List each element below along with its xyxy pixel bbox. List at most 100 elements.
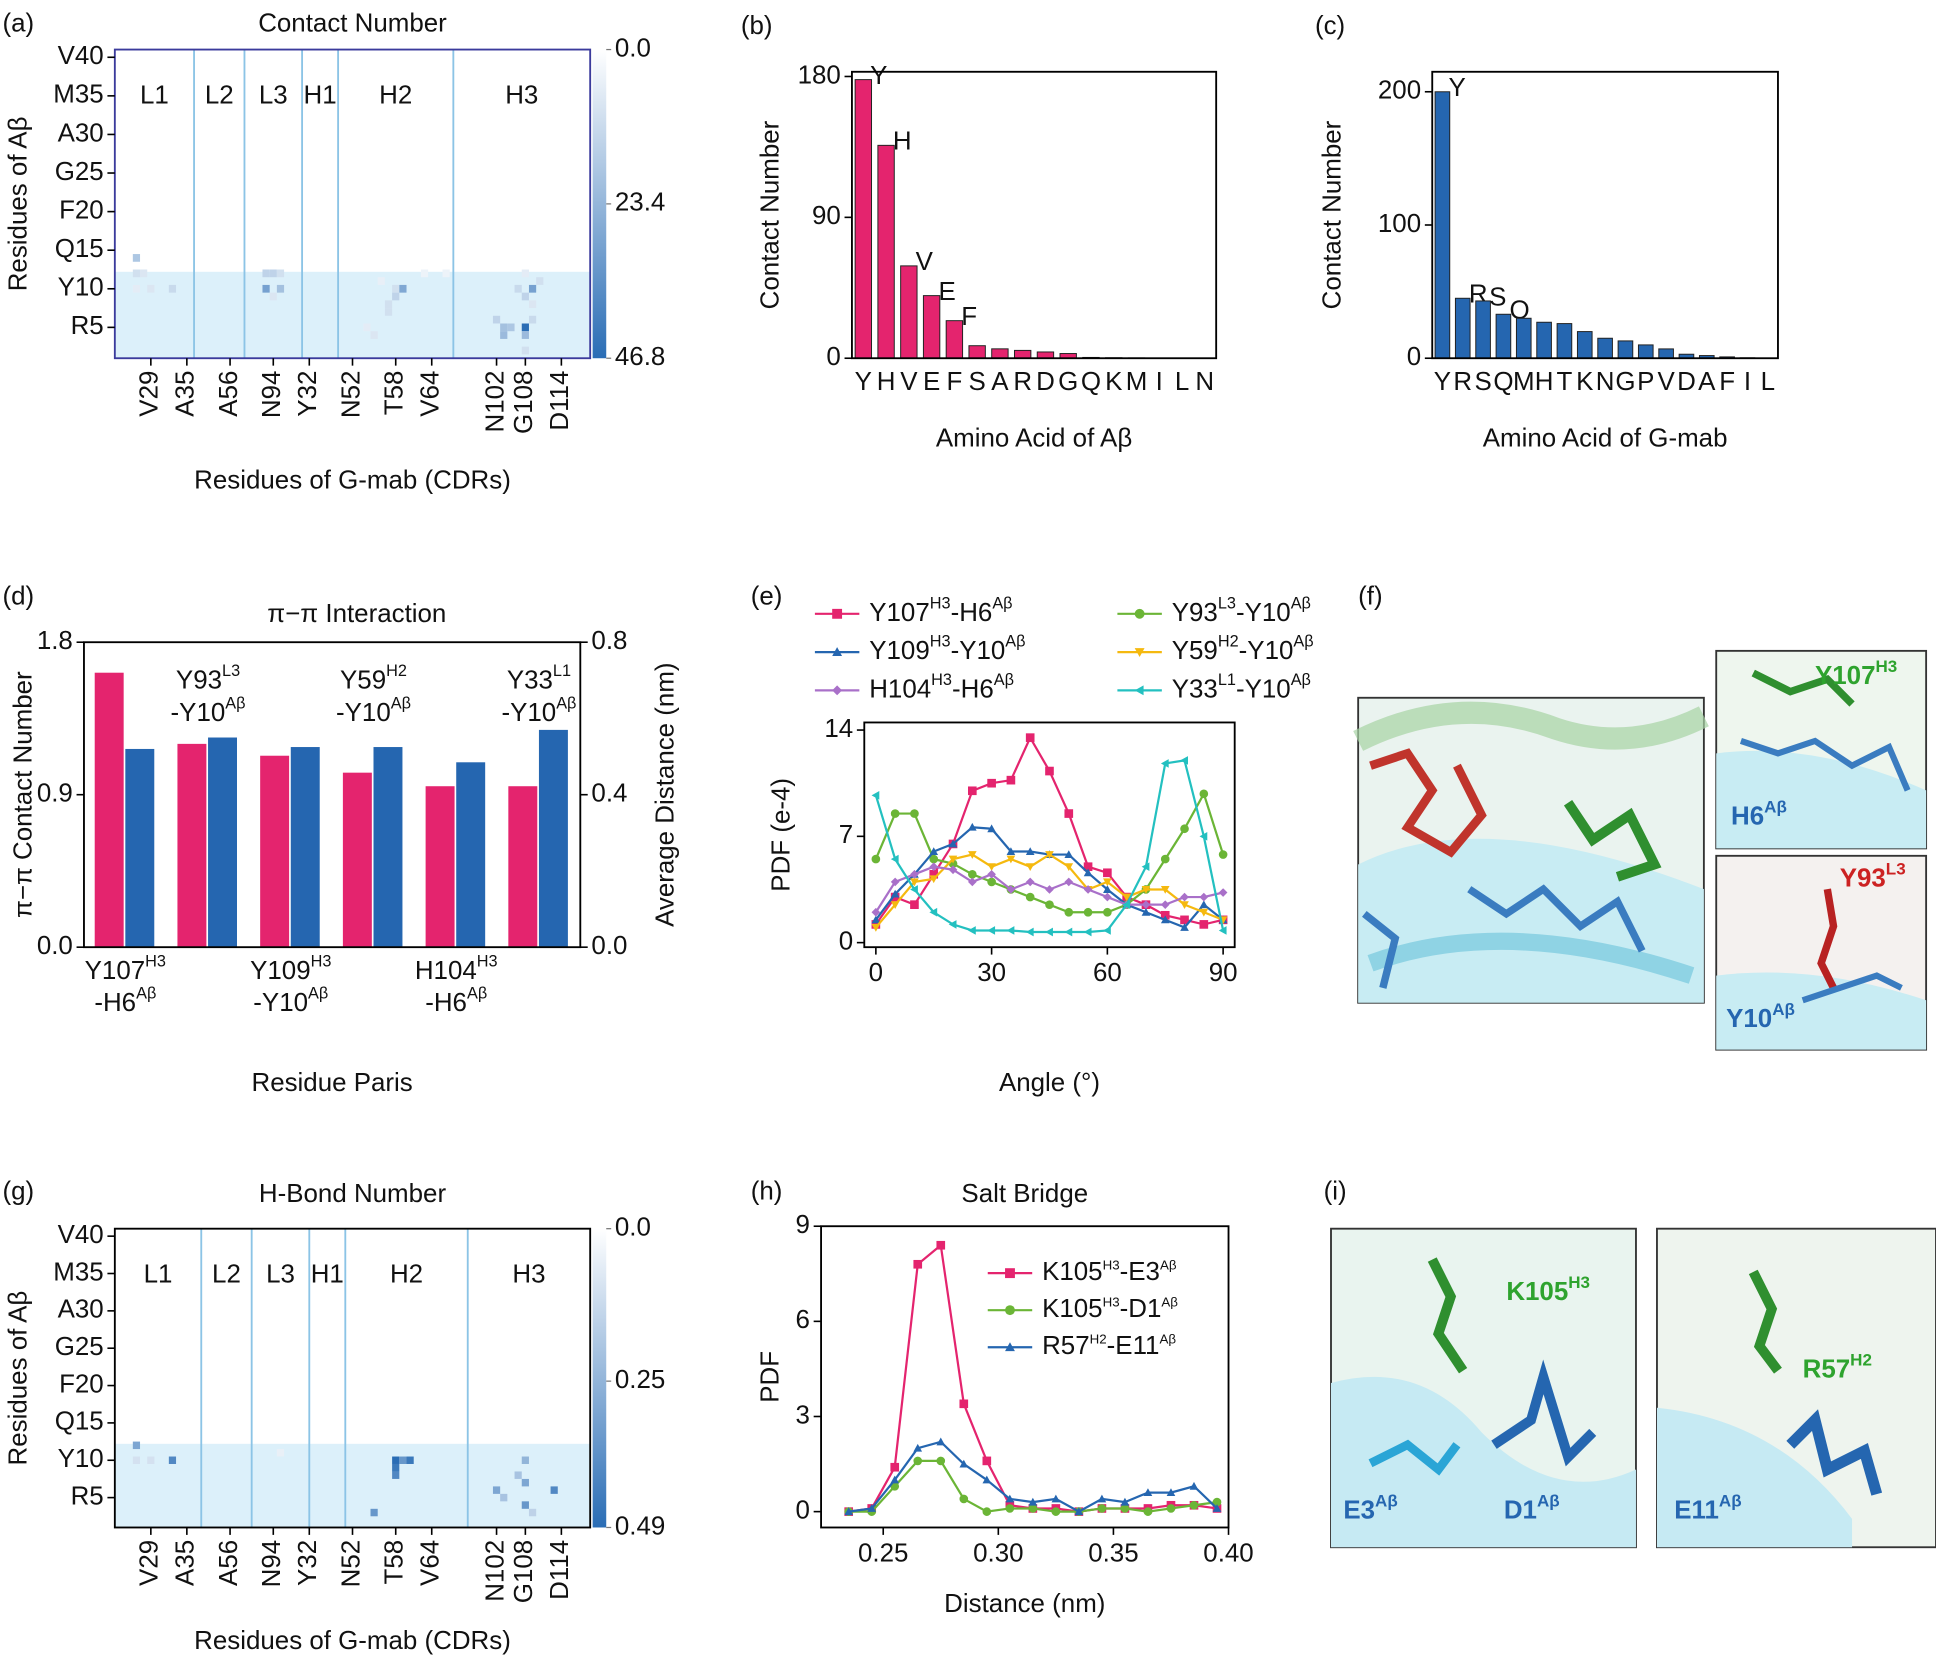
text-part: Y10 — [1726, 1005, 1772, 1033]
data-point — [890, 1462, 900, 1472]
data-point — [910, 878, 919, 887]
region-label: L3 — [259, 81, 288, 109]
text-part: K105 — [1506, 1278, 1568, 1306]
x-tick-label: N — [1596, 368, 1615, 396]
x-tick-label: A — [1698, 368, 1716, 396]
data-point — [1064, 863, 1074, 872]
y-tick-label: 0 — [839, 927, 853, 955]
superscript: Aβ — [1005, 633, 1025, 651]
heatmap-cell — [392, 1463, 400, 1472]
data-point — [890, 809, 900, 818]
heatmap-cell — [147, 284, 155, 293]
heatmap-cell — [370, 1508, 378, 1517]
data-point — [1199, 920, 1209, 929]
data-point — [1160, 900, 1170, 909]
legend-label: K105H3-E3Aβ — [1042, 1257, 1177, 1286]
data-point — [1143, 1488, 1153, 1497]
data-point — [1074, 1507, 1084, 1516]
data-point — [982, 1456, 992, 1466]
legend-marker — [832, 647, 843, 657]
data-point — [1025, 847, 1035, 855]
y-tick-label: 3 — [796, 1401, 810, 1429]
x-tick-label: -H6Aβ — [94, 985, 156, 1017]
superscript: H3 — [930, 595, 951, 613]
data-point — [1189, 1481, 1199, 1490]
molecule-image — [1330, 1227, 1936, 1549]
superscript: Aβ — [1293, 633, 1313, 651]
x-tick-label: R — [1453, 368, 1472, 396]
superscript: Aβ — [1159, 1331, 1176, 1346]
bar — [342, 772, 372, 948]
bar-label: E — [938, 278, 955, 306]
bar-label: F — [961, 303, 977, 331]
x-tick-label: Y — [855, 368, 872, 396]
data-point — [1045, 851, 1054, 859]
text-part: -H6 — [94, 989, 136, 1017]
y-axis-label: Contact Number — [757, 120, 785, 309]
data-point — [1199, 832, 1208, 841]
data-point — [1199, 900, 1209, 909]
bar — [538, 729, 568, 948]
colorbar-tick-label: 46.8 — [615, 343, 665, 371]
heatmap-cell — [132, 1441, 141, 1450]
data-point — [1180, 892, 1189, 902]
x-tick-label: A56 — [215, 1540, 243, 1586]
text-part: H104 — [415, 957, 477, 985]
data-point — [1005, 1494, 1015, 1503]
data-point — [890, 1475, 900, 1484]
bar — [456, 762, 486, 948]
image-label: R57H2 — [1803, 1350, 1872, 1383]
x-tick-label: N52 — [337, 371, 365, 419]
data-point — [1180, 824, 1189, 834]
bar — [208, 737, 237, 948]
text-part: Y109 — [250, 957, 311, 985]
data-point — [1006, 847, 1016, 855]
data-point — [929, 854, 939, 864]
x-tick-label: H104H3 — [415, 953, 498, 985]
y-tick-label: F20 — [59, 196, 104, 224]
heatmap-cell — [399, 1456, 407, 1464]
data-point — [1064, 927, 1073, 937]
data-point — [871, 854, 881, 864]
legend-marker — [1005, 1342, 1015, 1352]
text-part: -H6 — [425, 989, 467, 1017]
region-label: H3 — [512, 1260, 545, 1288]
data-point — [987, 824, 996, 833]
data-point — [1045, 900, 1054, 909]
x-tick-label: M — [1126, 368, 1148, 396]
superscript: H3 — [1568, 1272, 1590, 1291]
heatmap-cell — [528, 315, 537, 324]
x-tick-label: V — [900, 368, 918, 396]
series-line — [874, 735, 1224, 926]
legend-marker — [1005, 1305, 1015, 1316]
data-point — [936, 1456, 946, 1466]
legend-marker — [1134, 608, 1145, 619]
superscript: Aβ — [1291, 595, 1311, 613]
data-point — [1166, 1504, 1176, 1513]
data-point — [1064, 809, 1074, 818]
chart-title: Contact Number — [258, 10, 447, 38]
y-tick-label: 0 — [796, 1496, 810, 1524]
x-tick-label: F — [1719, 368, 1735, 396]
data-point — [1064, 877, 1074, 887]
data-point — [1028, 1504, 1038, 1513]
data-point — [1045, 927, 1053, 937]
x-tick-label: V29 — [136, 371, 164, 417]
data-point — [913, 1259, 923, 1269]
data-point — [1141, 900, 1151, 909]
data-point — [1083, 907, 1093, 917]
data-point — [1160, 886, 1170, 894]
data-point — [1218, 926, 1227, 935]
region-label: L1 — [144, 1260, 173, 1288]
bar-label: Y — [1449, 74, 1466, 102]
legend-label: Y93L3-Y10Aβ — [1172, 595, 1311, 627]
heatmap-cell — [521, 269, 529, 278]
data-point — [1141, 886, 1151, 894]
image-label: E11Aβ — [1674, 1491, 1741, 1524]
x-tick-label: L — [1175, 368, 1189, 396]
image-label: H6Aβ — [1731, 797, 1787, 830]
y-tick-label: A30 — [58, 119, 104, 147]
data-point — [871, 791, 880, 800]
bar — [290, 747, 320, 948]
